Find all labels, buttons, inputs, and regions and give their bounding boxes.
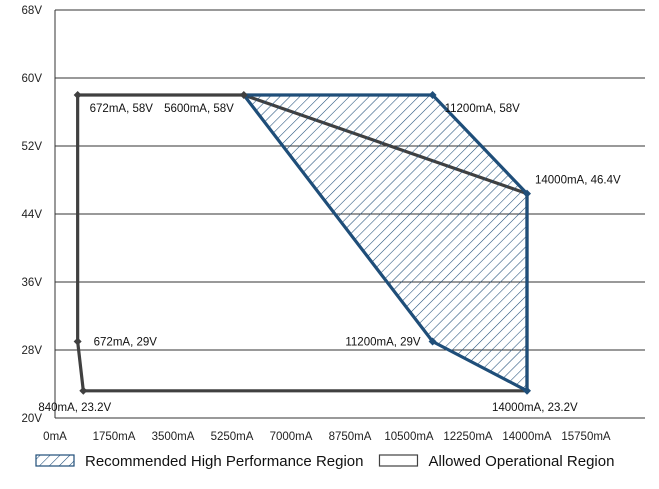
legend: Recommended High Performance Region Allow… bbox=[35, 453, 614, 470]
series-recommended-high-performance-region-area bbox=[240, 93, 529, 394]
y-tick-label: 28V bbox=[22, 345, 43, 357]
data-labels: 672mA, 58V 5600mA, 58V 672mA, 29V 840mA, 23… bbox=[38, 103, 621, 414]
data-point-marker bbox=[523, 386, 531, 395]
data-point-marker bbox=[73, 91, 82, 99]
legend-swatch-allowed-operational-region bbox=[378, 454, 419, 467]
x-tick-label: 0mA bbox=[43, 431, 67, 443]
data-point-label: 11200mA, 29V bbox=[345, 337, 421, 349]
x-tick-label: 12250mA bbox=[443, 431, 493, 443]
data-point-marker bbox=[79, 386, 88, 395]
x-tick-label: 8750mA bbox=[329, 431, 372, 443]
data-point-marker bbox=[73, 337, 82, 346]
data-point-label: 840mA, 23.2V bbox=[38, 402, 111, 414]
y-tick-label: 68V bbox=[22, 5, 43, 17]
data-point-label: 5600mA, 58V bbox=[164, 103, 234, 115]
x-tick-label: 3500mA bbox=[152, 431, 195, 443]
y-tick-label: 36V bbox=[22, 277, 43, 289]
x-tick-label: 5250mA bbox=[211, 431, 254, 443]
y-tick-label: 44V bbox=[22, 209, 43, 221]
data-point-label: 14000mA, 23.2V bbox=[492, 402, 578, 414]
axis-ticks: 20V 28V 36V 44V 52V 60V 68V 0mA 1750mA 3500mA 5250… bbox=[22, 5, 611, 443]
y-tick-label: 20V bbox=[22, 413, 43, 425]
data-markers bbox=[73, 91, 531, 395]
x-tick-label: 15750mA bbox=[561, 431, 611, 443]
data-point-marker bbox=[428, 91, 437, 99]
x-tick-label: 10500mA bbox=[384, 431, 434, 443]
x-tick-label: 14000mA bbox=[502, 431, 552, 443]
data-point-marker bbox=[428, 337, 437, 346]
x-tick-label: 1750mA bbox=[93, 431, 136, 443]
data-point-marker bbox=[523, 189, 531, 198]
y-tick-label: 60V bbox=[22, 73, 43, 85]
x-tick-label: 7000mA bbox=[270, 431, 313, 443]
y-tick-label: 52V bbox=[22, 141, 43, 153]
data-point-label: 11200mA, 58V bbox=[445, 103, 521, 115]
data-point-label: 672mA, 29V bbox=[94, 337, 158, 349]
legend-swatch-recommended-high-performance-region bbox=[35, 454, 75, 467]
legend-label-allowed-operational-region: Allowed Operational Region bbox=[428, 453, 614, 470]
legend-label-recommended-high-performance-region: Recommended High Performance Region bbox=[85, 453, 363, 470]
data-point-label: 672mA, 58V bbox=[90, 103, 154, 115]
data-point-label: 14000mA, 46.4V bbox=[535, 175, 621, 187]
data-point-marker bbox=[239, 91, 248, 99]
